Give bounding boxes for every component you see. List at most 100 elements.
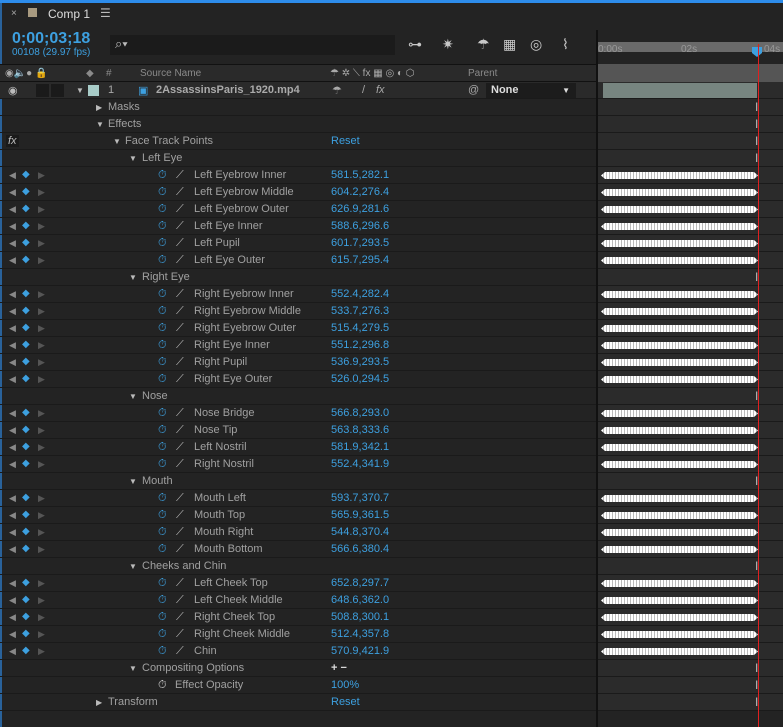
next-keyframe-button[interactable]: ▶ [38, 595, 45, 605]
prev-keyframe-button[interactable]: ◀ [9, 510, 16, 520]
stopwatch-icon[interactable]: ⏱ [158, 611, 167, 623]
graph-icon[interactable]: ⟋ [176, 407, 184, 419]
property-value[interactable]: 652.8,297.7 [331, 577, 390, 589]
quality-switch[interactable]: / [362, 84, 366, 96]
keyframe-diamond-icon[interactable]: ◆ [22, 509, 30, 520]
keyframe-strip[interactable] [601, 206, 758, 213]
keyframe-diamond-icon[interactable]: ◆ [22, 458, 30, 469]
graph-icon[interactable]: ⟋ [176, 186, 184, 198]
property-row[interactable]: ◀ ◆ ▶ ⏱ ⟋ Mouth Top 565.9,361.5 [0, 507, 597, 524]
prev-keyframe-button[interactable]: ◀ [9, 646, 16, 656]
property-value[interactable]: 566.6,380.4 [331, 543, 390, 555]
property-value[interactable]: 563.8,333.6 [331, 424, 390, 436]
next-keyframe-button[interactable]: ▶ [38, 289, 45, 299]
next-keyframe-button[interactable]: ▶ [38, 306, 45, 316]
property-row[interactable]: ◀ ◆ ▶ ⏱ ⟋ Left Eye Outer 615.7,295.4 [0, 252, 597, 269]
next-keyframe-button[interactable]: ▶ [38, 527, 45, 537]
keyframe-strip[interactable] [601, 223, 758, 230]
graph-icon[interactable]: ⟋ [176, 611, 184, 623]
prev-keyframe-button[interactable]: ◀ [9, 459, 16, 469]
stopwatch-icon[interactable]: ⏱ [158, 356, 167, 368]
stopwatch-icon[interactable]: ⏱ [158, 322, 167, 334]
keyframe-diamond-icon[interactable]: ◆ [22, 424, 30, 435]
keyframe-diamond-icon[interactable]: ◆ [22, 237, 30, 248]
keyframe-diamond-icon[interactable]: ◆ [22, 254, 30, 265]
stopwatch-icon[interactable]: ⏱ [158, 509, 167, 521]
property-value[interactable]: 604.2,276.4 [331, 186, 390, 198]
next-keyframe-button[interactable]: ▶ [38, 255, 45, 265]
property-row[interactable]: ◀ ◆ ▶ ⏱ ⟋ Right Cheek Top 508.8,300.1 [0, 609, 597, 626]
expand-triangle[interactable]: ▼ [129, 392, 137, 401]
next-keyframe-button[interactable]: ▶ [38, 510, 45, 520]
layer-row[interactable]: ◉ ▼ 1 ▣ 2AssassinsParis_1920.mp4 ☂ / fx … [0, 82, 597, 99]
graph-icon[interactable]: ⟋ [176, 628, 184, 640]
prev-keyframe-button[interactable]: ◀ [9, 187, 16, 197]
close-tab-button[interactable]: × [11, 8, 17, 19]
graph-icon[interactable]: ⟋ [176, 373, 184, 385]
keyframe-diamond-icon[interactable]: ◆ [22, 611, 30, 622]
keyframe-diamond-icon[interactable]: ◆ [22, 645, 30, 656]
prev-keyframe-button[interactable]: ◀ [9, 527, 16, 537]
prev-keyframe-button[interactable]: ◀ [9, 578, 16, 588]
prev-keyframe-button[interactable]: ◀ [9, 204, 16, 214]
keyframe-strip[interactable] [601, 444, 758, 451]
property-value[interactable]: 100% [331, 679, 360, 691]
next-keyframe-button[interactable]: ▶ [38, 612, 45, 622]
group-row[interactable]: fx ▼ Face Track Points Reset [0, 133, 597, 150]
graph-icon[interactable]: ⟋ [176, 220, 184, 232]
keyframe-diamond-icon[interactable]: ◆ [22, 186, 30, 197]
prev-keyframe-button[interactable]: ◀ [9, 255, 16, 265]
stopwatch-icon[interactable]: ⏱ [158, 458, 167, 470]
graph-icon[interactable]: ⟋ [176, 577, 184, 589]
prev-keyframe-button[interactable]: ◀ [9, 357, 16, 367]
keyframe-strip[interactable] [601, 648, 758, 655]
next-keyframe-button[interactable]: ▶ [38, 374, 45, 384]
playhead-handle[interactable] [752, 47, 762, 57]
keyframe-diamond-icon[interactable]: ◆ [22, 220, 30, 231]
group-row[interactable]: ▼ Nose [0, 388, 597, 405]
property-value[interactable]: 593.7,370.7 [331, 492, 390, 504]
property-value[interactable]: 526.0,294.5 [331, 373, 390, 385]
shy-layers-icon[interactable]: ☂ [477, 36, 490, 52]
prev-keyframe-button[interactable]: ◀ [9, 493, 16, 503]
eye-icon[interactable]: ◉ [8, 85, 18, 97]
property-row[interactable]: ◀ ◆ ▶ ⏱ ⟋ Right Eye Inner 551.2,296.8 [0, 337, 597, 354]
panel-menu-icon[interactable]: ☰ [100, 6, 111, 20]
next-keyframe-button[interactable]: ▶ [38, 544, 45, 554]
pickwhip-icon[interactable]: @ [468, 84, 480, 96]
graph-editor-icon[interactable]: ⌇ [562, 36, 569, 52]
keyframe-diamond-icon[interactable]: ◆ [22, 339, 30, 350]
property-row[interactable]: ◀ ◆ ▶ ⏱ ⟋ Nose Bridge 566.8,293.0 [0, 405, 597, 422]
next-keyframe-button[interactable]: ▶ [38, 425, 45, 435]
expand-triangle[interactable]: ▼ [76, 86, 84, 95]
expand-triangle[interactable]: ▼ [129, 664, 137, 673]
prev-keyframe-button[interactable]: ◀ [9, 408, 16, 418]
group-row[interactable]: ▼ Cheeks and Chin [0, 558, 597, 575]
prev-keyframe-button[interactable]: ◀ [9, 340, 16, 350]
keyframe-strip[interactable] [601, 529, 758, 536]
next-keyframe-button[interactable]: ▶ [38, 578, 45, 588]
navigator-bar[interactable] [598, 64, 783, 82]
stopwatch-icon[interactable]: ⏱ [158, 594, 167, 606]
property-value[interactable]: Reset [331, 696, 360, 708]
group-row[interactable]: ⏱ Effect Opacity 100% [0, 677, 597, 694]
graph-icon[interactable]: ⟋ [176, 288, 184, 300]
keyframe-diamond-icon[interactable]: ◆ [22, 322, 30, 333]
property-row[interactable]: ◀ ◆ ▶ ⏱ ⟋ Left Nostril 581.9,342.1 [0, 439, 597, 456]
next-keyframe-button[interactable]: ▶ [38, 442, 45, 452]
prev-keyframe-button[interactable]: ◀ [9, 221, 16, 231]
prev-keyframe-button[interactable]: ◀ [9, 544, 16, 554]
prev-keyframe-button[interactable]: ◀ [9, 170, 16, 180]
property-row[interactable]: ◀ ◆ ▶ ⏱ ⟋ Left Eyebrow Outer 626.9,281.6 [0, 201, 597, 218]
group-row[interactable]: ▼ Left Eye [0, 150, 597, 167]
property-value[interactable]: 552.4,282.4 [331, 288, 390, 300]
column-parent[interactable]: Parent [468, 68, 498, 79]
expand-triangle[interactable]: ▼ [129, 477, 137, 486]
prev-keyframe-button[interactable]: ◀ [9, 442, 16, 452]
property-value[interactable]: 551.2,296.8 [331, 339, 390, 351]
keyframe-strip[interactable] [601, 580, 758, 587]
graph-icon[interactable]: ⟋ [176, 169, 184, 181]
property-row[interactable]: ◀ ◆ ▶ ⏱ ⟋ Left Eyebrow Inner 581.5,282.1 [0, 167, 597, 184]
group-row[interactable]: ▼ Mouth [0, 473, 597, 490]
graph-icon[interactable]: ⟋ [176, 543, 184, 555]
